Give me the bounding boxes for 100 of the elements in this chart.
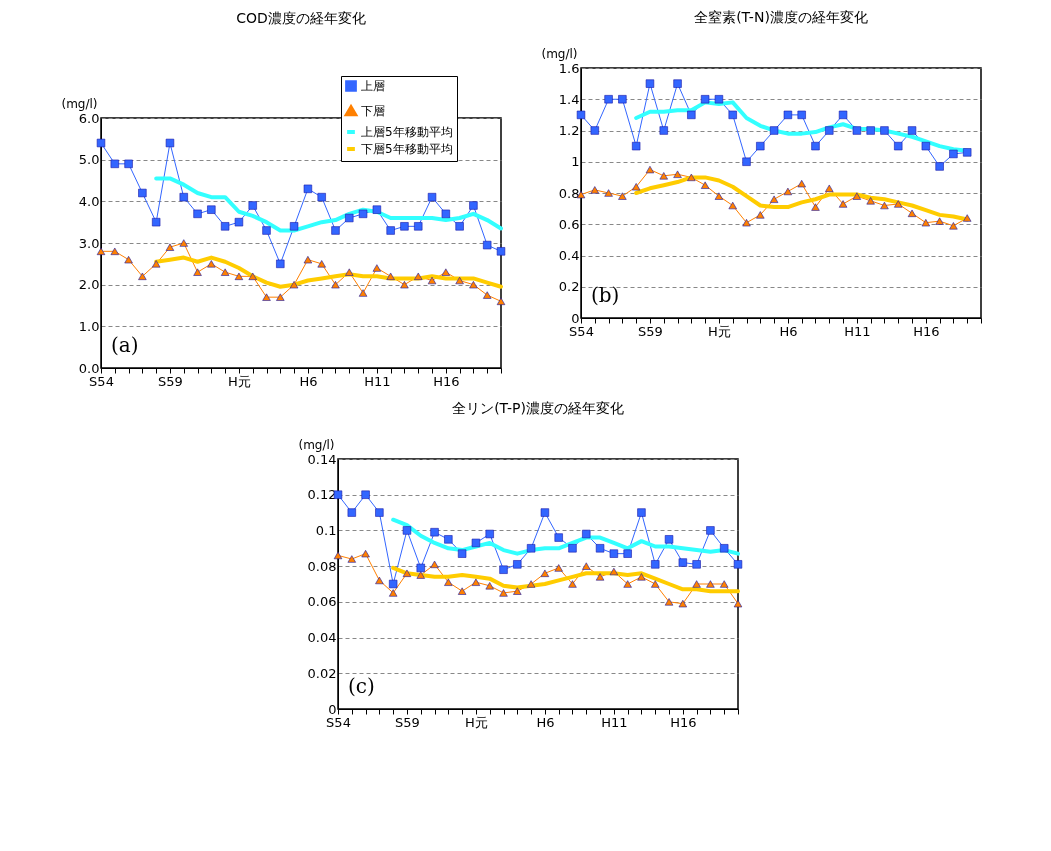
point <box>513 587 522 595</box>
point <box>399 222 409 231</box>
y-tick-label: 1.6 <box>558 60 579 76</box>
point <box>733 599 743 608</box>
point <box>289 281 298 289</box>
y-tick-label: 1 <box>570 154 579 170</box>
point <box>838 200 847 208</box>
point <box>234 272 243 280</box>
y-tick-label: 1.0 <box>78 318 99 334</box>
point <box>664 535 674 544</box>
point <box>582 562 591 570</box>
point <box>824 126 833 135</box>
point <box>361 490 370 499</box>
point <box>220 222 229 231</box>
x-tick-label: H元 <box>227 373 251 389</box>
point <box>441 209 450 219</box>
legend-label: 下層 <box>360 104 385 118</box>
point <box>686 110 696 120</box>
point <box>637 508 646 517</box>
point <box>441 268 450 276</box>
point <box>692 560 701 569</box>
x-tick-label: H16 <box>432 373 459 389</box>
point <box>179 239 188 247</box>
point <box>623 580 632 588</box>
point <box>609 567 619 576</box>
point <box>540 569 550 577</box>
point <box>948 149 958 159</box>
point <box>824 184 833 192</box>
y-tick-label: 1.2 <box>558 123 579 138</box>
chart-title: COD濃度の経年変化 <box>235 9 366 26</box>
point <box>137 272 147 280</box>
point <box>603 189 613 197</box>
point <box>485 582 494 590</box>
point <box>192 209 202 219</box>
x-tick-label: H16 <box>670 714 697 730</box>
point <box>728 201 737 210</box>
point <box>921 219 930 227</box>
chart-title: 全リン(T-P)濃度の経年変化 <box>452 400 624 416</box>
point <box>471 578 481 586</box>
point <box>852 192 861 200</box>
y-tick-label: 6.0 <box>78 110 99 126</box>
point <box>664 598 674 606</box>
y-tick-label: 5.0 <box>78 152 99 168</box>
x-tick-label: H11 <box>843 323 871 339</box>
point <box>554 533 563 542</box>
point <box>540 508 550 517</box>
point <box>603 95 613 104</box>
point <box>151 217 160 227</box>
annotation: (c) <box>348 674 375 698</box>
point <box>720 544 729 553</box>
point <box>568 580 577 588</box>
x-tick-label: S54 <box>568 323 594 339</box>
point <box>595 544 605 553</box>
point <box>645 79 654 88</box>
point <box>893 141 902 151</box>
point <box>358 209 367 219</box>
point <box>347 508 356 517</box>
point <box>454 222 464 231</box>
point <box>590 186 599 194</box>
point <box>879 126 889 135</box>
point <box>595 573 605 581</box>
point <box>444 535 453 544</box>
point <box>733 560 743 569</box>
point <box>617 192 627 200</box>
point <box>234 217 243 227</box>
point <box>471 538 481 548</box>
point <box>783 187 792 196</box>
point <box>700 95 709 104</box>
point <box>513 560 522 569</box>
point <box>706 526 715 535</box>
point <box>430 528 439 537</box>
point <box>468 201 478 210</box>
legend-label: 下層5年移動平均 <box>360 142 453 156</box>
y-axis-title: (mg/l) <box>61 96 98 111</box>
point <box>672 79 682 88</box>
point <box>706 580 715 588</box>
point <box>330 281 340 289</box>
legend-label: 上層5年移動平均 <box>360 125 453 139</box>
point <box>810 203 820 211</box>
point <box>893 200 902 208</box>
point <box>385 226 395 235</box>
line-series <box>153 255 503 289</box>
point <box>590 126 599 135</box>
point <box>496 297 505 305</box>
x-tick-label: S59 <box>395 714 420 730</box>
point <box>678 599 687 608</box>
point <box>413 222 422 231</box>
point <box>865 126 875 135</box>
point <box>165 243 174 251</box>
point <box>347 555 356 563</box>
point <box>554 564 563 572</box>
point <box>248 201 257 210</box>
y-tick-label: 0.14 <box>307 451 337 467</box>
point <box>907 126 916 135</box>
point <box>651 560 660 569</box>
point <box>261 293 271 301</box>
y-tick-label: 0.08 <box>307 558 337 574</box>
point <box>700 181 709 189</box>
point <box>427 192 436 202</box>
y-tick-label: 0.06 <box>307 594 337 610</box>
